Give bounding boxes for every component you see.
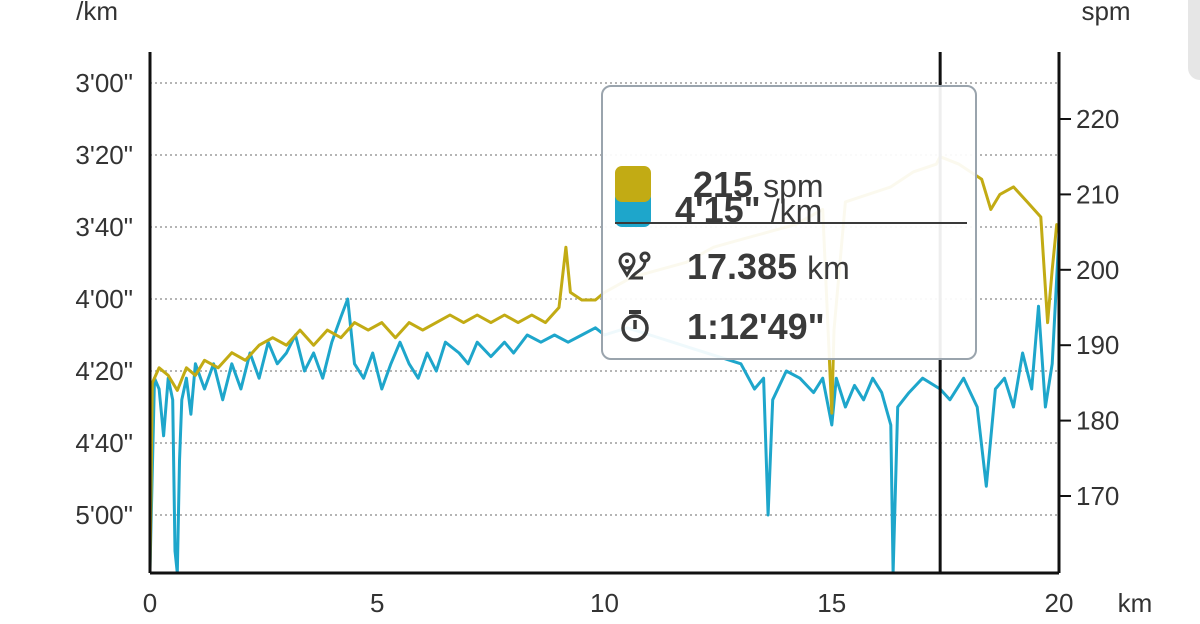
cadence-swatch <box>615 166 651 202</box>
tooltip-distance-row: 17.385 km <box>603 242 975 292</box>
left-tick-label: 5'00" <box>75 500 133 530</box>
tooltip-cadence-value: 215 <box>693 164 754 205</box>
right-tick-label: 200 <box>1076 255 1119 285</box>
grid-lines <box>150 82 1059 516</box>
left-tick-label: 4'20" <box>75 356 133 386</box>
tooltip-time: 1:12'49" <box>687 306 825 348</box>
x-tick-label: 0 <box>143 588 157 618</box>
route-pin-icon <box>618 251 651 280</box>
right-tick-label: 210 <box>1076 179 1119 209</box>
left-tick-label: 4'40" <box>75 428 133 458</box>
tooltip-cadence: 215 spm <box>693 164 824 206</box>
scroll-edge-indicator <box>1188 0 1200 80</box>
tooltip-distance: 17.385 km <box>687 246 850 288</box>
x-axis-unit-label: km <box>1118 588 1153 618</box>
right-axis-unit-label: spm <box>1081 0 1130 26</box>
x-tick-label: 20 <box>1045 588 1074 618</box>
right-tick-label: 170 <box>1076 481 1119 511</box>
left-tick-label: 4'00" <box>75 284 133 314</box>
right-tick-label: 190 <box>1076 330 1119 360</box>
data-tooltip: 4'15" /km 215 spm 17.385 km 1:12 <box>601 85 977 360</box>
left-tick-label: 3'40" <box>75 212 133 242</box>
x-tick-label: 15 <box>817 588 846 618</box>
left-tick-label: 3'00" <box>75 68 133 98</box>
tooltip-distance-unit: km <box>807 250 850 286</box>
tooltip-divider <box>615 222 967 224</box>
right-tick-label: 180 <box>1076 406 1119 436</box>
x-tick-label: 5 <box>370 588 384 618</box>
left-tick-label: 3'20" <box>75 140 133 170</box>
tick-labels: 3'00" 3'20" 3'40" 4'00" 4'20" 4'40" 5'00" 220 21… <box>75 68 1119 618</box>
stopwatch-icon <box>621 310 649 342</box>
tooltip-cadence-row: 215 spm <box>603 159 975 209</box>
tooltip-time-value: 1:12'49" <box>687 306 825 347</box>
tooltip-distance-value: 17.385 <box>687 246 798 287</box>
tooltip-time-row: 1:12'49" <box>603 302 975 352</box>
left-axis-unit-label: /km <box>76 0 118 26</box>
x-tick-label: 10 <box>590 588 619 618</box>
right-tick-label: 220 <box>1076 104 1119 134</box>
tooltip-cadence-unit: spm <box>763 168 824 204</box>
pace-series-line <box>148 234 1061 575</box>
